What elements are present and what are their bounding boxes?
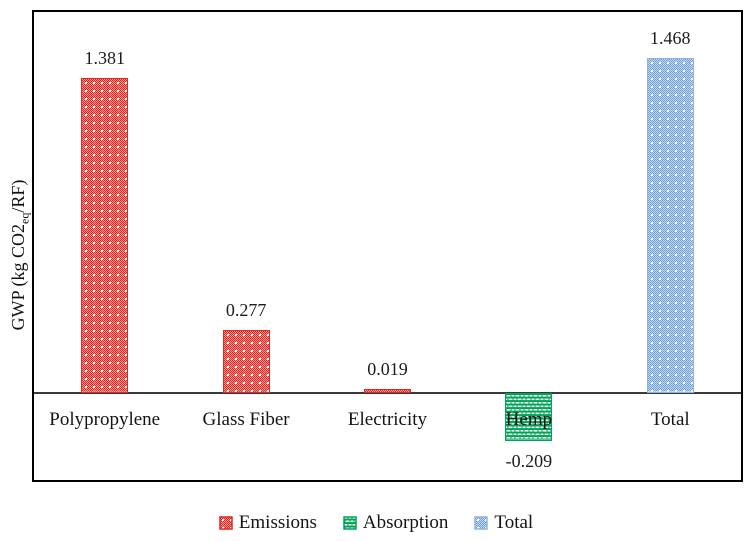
- legend-item-absorption: Absorption: [343, 511, 449, 534]
- value-label-hemp: -0.209: [505, 450, 553, 471]
- bar-polypropylene: [81, 78, 129, 393]
- bar-hemp: [505, 392, 553, 441]
- bar-electricity: [364, 388, 411, 393]
- value-label-glass-fiber: 0.277: [225, 299, 267, 320]
- value-label-polypropylene: 1.381: [84, 48, 125, 69]
- emissions-swatch-icon: [219, 515, 233, 530]
- value-label-total: 1.468: [650, 28, 691, 49]
- category-label-glass-fiber: Glass Fiber: [202, 408, 290, 430]
- category-label-total: Total: [650, 408, 690, 430]
- y-axis-title-text: GWP (kg CO2: [8, 224, 28, 331]
- y-axis-title: GWP (kg CO2eq/RF): [7, 105, 32, 405]
- bar-glass-fiber: [222, 329, 270, 393]
- legend-item-emissions: Emissions: [219, 511, 317, 534]
- legend-label-total: Total: [494, 512, 534, 533]
- bar-total: [646, 58, 694, 393]
- category-label-hemp: Hemp: [505, 408, 553, 430]
- y-axis-title-text-end: /RF): [8, 179, 28, 213]
- legend: Emissions Absorption Total: [0, 511, 752, 534]
- legend-label-emissions: Emissions: [238, 512, 317, 533]
- category-label-polypropylene: Polypropylene: [49, 408, 161, 430]
- absorption-swatch-icon: [343, 515, 357, 530]
- total-swatch-icon: [474, 515, 489, 530]
- category-label-electricity: Electricity: [347, 408, 428, 430]
- plot-area: 1.381 Polypropylene 0.277 Glass Fiber 0.019 E…: [32, 10, 743, 482]
- legend-label-absorption: Absorption: [362, 512, 449, 533]
- x-axis-line: [34, 391, 741, 394]
- value-label-electricity: 0.019: [367, 358, 408, 379]
- y-axis-title-subscript: eq: [17, 212, 32, 224]
- legend-item-total: Total: [474, 511, 533, 534]
